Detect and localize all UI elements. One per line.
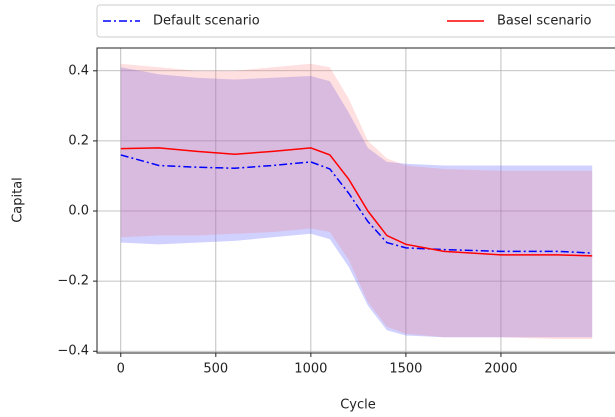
line: [120, 147, 593, 257]
y-tick-label: 0.2: [68, 133, 89, 148]
legend-label: Default scenario: [153, 14, 260, 29]
x-axis-label: Cycle: [340, 398, 376, 413]
x-tick-label: 2000: [484, 362, 517, 377]
y-tick-label: 0.4: [68, 63, 89, 78]
legend-box: [96, 4, 615, 38]
x-tick-label: 1500: [389, 362, 422, 377]
plot-frame: [96, 47, 615, 354]
legend-label: Basel scenario: [497, 14, 591, 29]
y-tick-label: 0.0: [68, 204, 89, 219]
y-axis-label: Capital: [11, 177, 26, 223]
line: [120, 154, 593, 254]
band: [120, 63, 593, 339]
x-tick-label: 0: [117, 362, 125, 377]
band: [120, 67, 593, 338]
x-tick-label: 1000: [294, 362, 327, 377]
y-tick-label: −0.2: [57, 274, 89, 289]
y-tick-label: −0.4: [57, 344, 89, 359]
x-tick-label: 500: [203, 362, 228, 377]
